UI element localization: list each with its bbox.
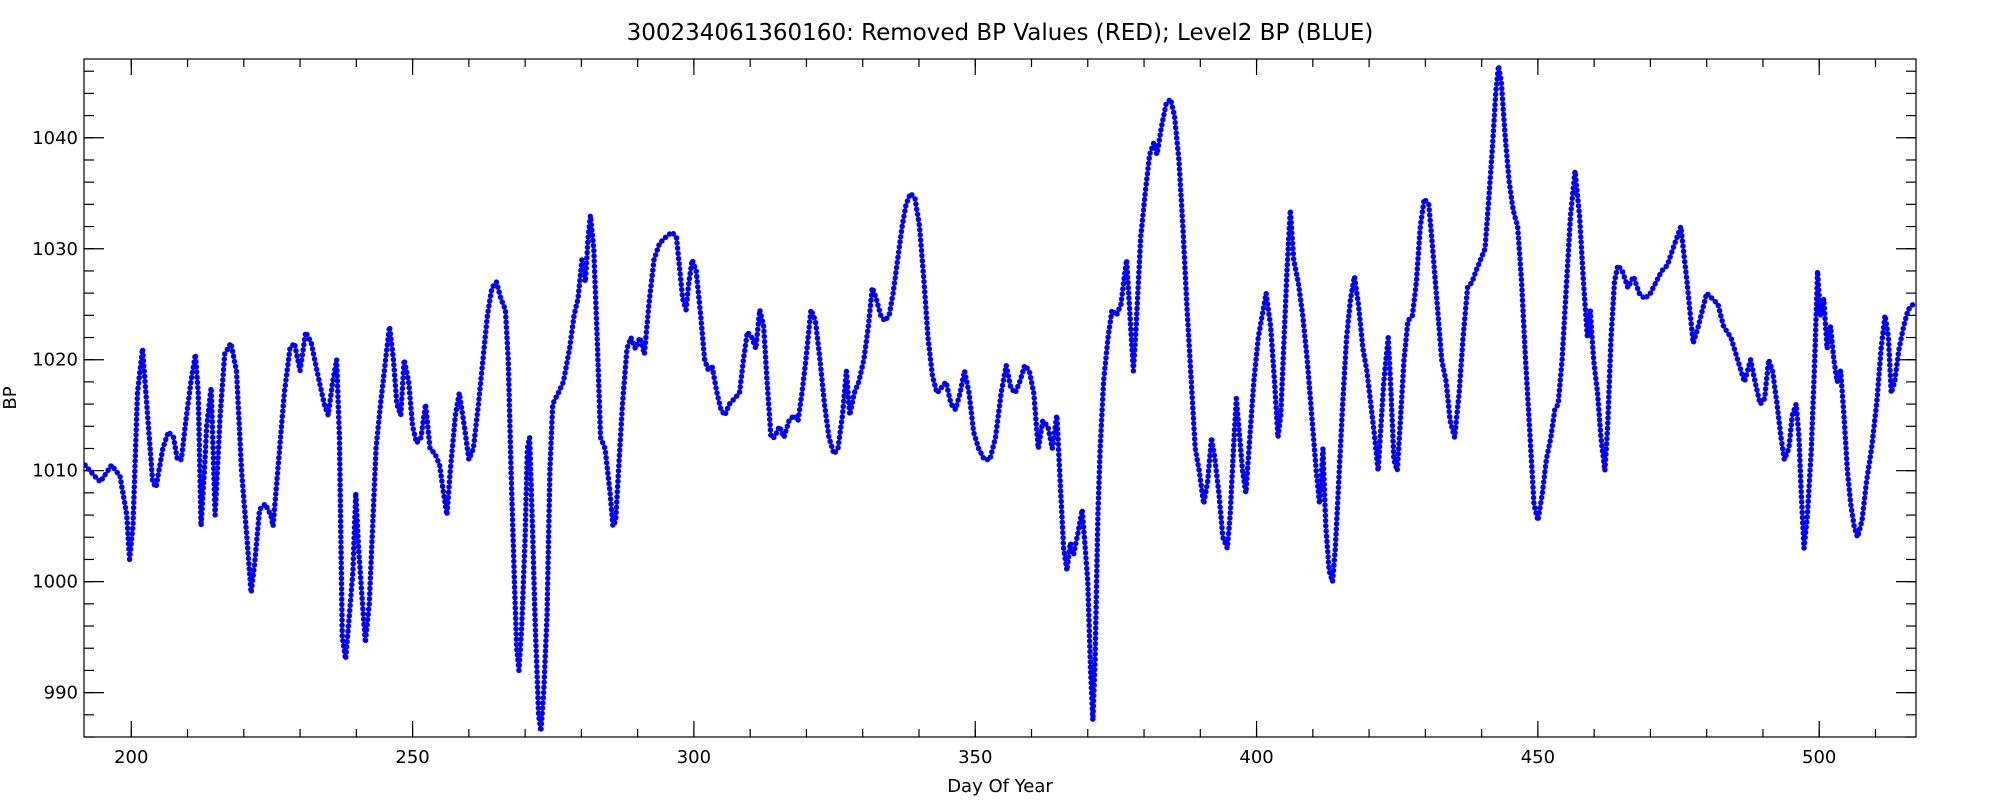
x-tick-label: 250 [395,747,429,768]
x-tick-label: 400 [1239,747,1273,768]
data-line [84,62,1916,735]
chart-title: 300234061360160: Removed BP Values (RED)… [627,20,1374,46]
y-tick-label: 1030 [32,239,78,260]
y-tick-label: 1020 [32,350,78,371]
y-tick-label: 1040 [32,128,78,149]
y-tick-label: 990 [44,683,78,704]
x-tick-label: 500 [1802,747,1836,768]
plot-frame [83,58,1917,738]
y-tick-label: 1000 [32,572,78,593]
y-axis-label: BP [0,386,21,409]
x-tick-label: 450 [1521,747,1555,768]
x-tick-label: 300 [677,747,711,768]
y-tick-label: 1010 [32,461,78,482]
x-tick-label: 350 [958,747,992,768]
x-tick-label: 200 [114,747,148,768]
x-axis-label: Day Of Year [947,776,1053,797]
